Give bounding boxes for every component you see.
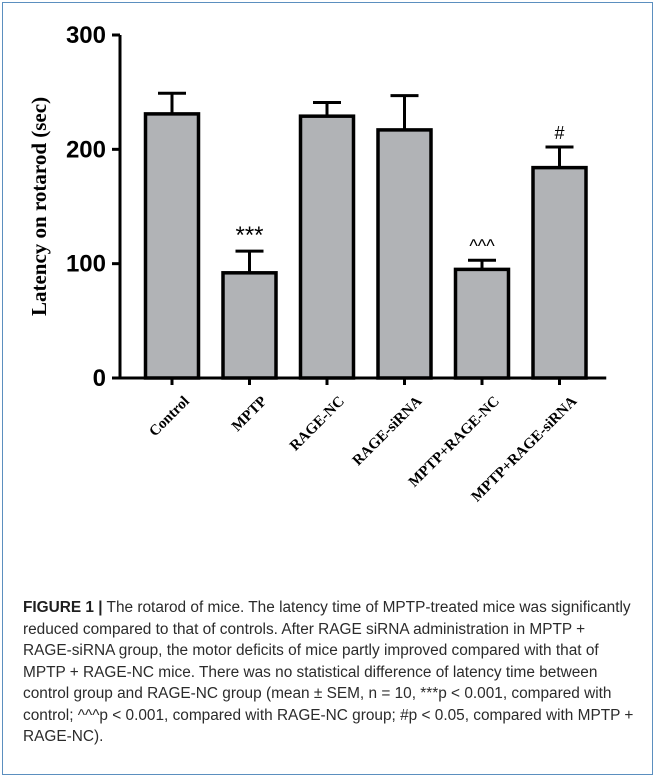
x-tick-label: RAGE-siRNA [350,393,426,469]
bar [298,114,356,380]
caption-label: FIGURE 1 | [23,599,103,616]
x-tick-label: Control [146,394,192,440]
bar [453,267,511,380]
y-axis-label: Latency on rotarod (sec) [27,97,51,316]
significance-label: ^^^ [469,236,495,256]
y-tick-label: 200 [66,136,106,163]
y-tick-label: 100 [66,251,106,278]
significance-label: *** [235,222,263,249]
y-tick-label: 0 [93,365,106,392]
y-tick-label: 300 [66,22,106,49]
bar [221,271,278,380]
bar [143,112,201,380]
x-tick-label: RAGE-NC [287,394,348,455]
significance-label: # [554,123,564,143]
bar-chart: 0 100 200 300 Latency on rotarod (sec) Contro… [27,22,607,505]
bar [531,165,588,380]
caption-text: The rotarod of mice. The latency time of… [23,599,634,745]
figure-caption: FIGURE 1 | The rotarod of mice. The late… [23,597,638,748]
bar [376,128,433,380]
x-tick-label: MPTP [229,394,270,435]
